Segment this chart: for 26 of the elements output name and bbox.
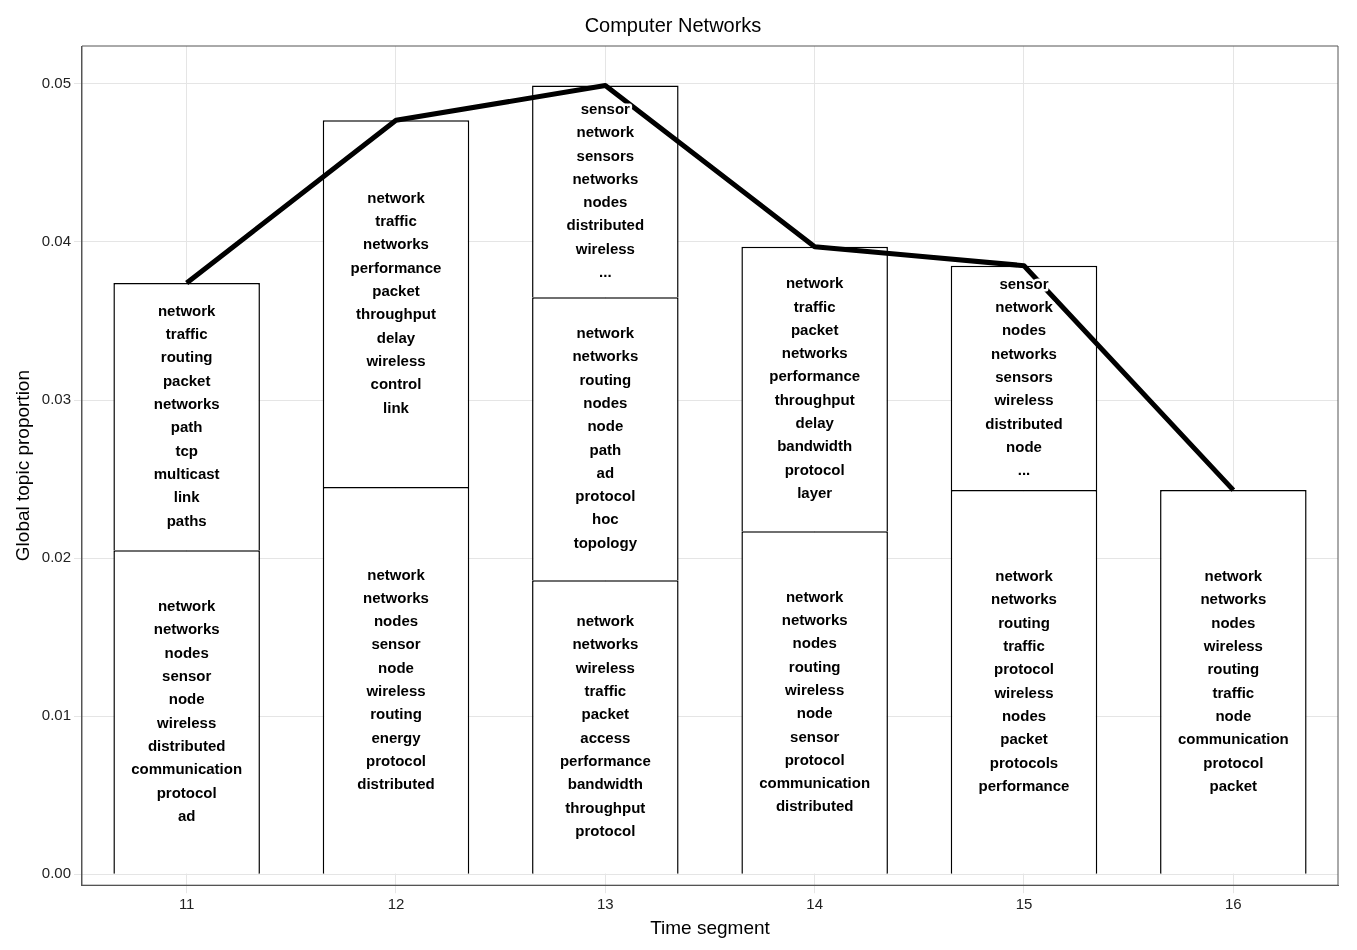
y-tick-label: 0.00	[41, 864, 71, 882]
text: network traffic packet networks performance throughput delay bandwidth protocol layer	[769, 274, 861, 501]
y-tick-label: 0.01	[41, 706, 71, 724]
y-tick-label: 0.04	[41, 232, 71, 250]
y-tick-label: 0.03	[41, 390, 71, 408]
text: network networks nodes sensor node wireless distributed communication protocol ad	[131, 597, 243, 824]
x-tick-label: 15	[1015, 895, 1033, 913]
text: network networks wireless traffic packet access performance bandwidth throughput protocol	[559, 612, 651, 839]
y-tick-label: 0.02	[41, 548, 71, 566]
text: network networks routing traffic protocol wireless nodes packet protocols performance	[978, 567, 1070, 794]
text: network networks nodes sensor node wireless routing energy protocol distributed	[357, 565, 435, 793]
x-tick-label: 14	[806, 895, 824, 913]
x-tick-label: 13	[596, 895, 614, 913]
text: network networks nodes wireless routing traffic node communication protocol packet	[1177, 567, 1289, 794]
x-tick-label: 11	[178, 895, 195, 913]
x-tick-label: 16	[1224, 895, 1242, 913]
text: network networks routing nodes node path ad protocol hoc topology	[572, 324, 639, 551]
data-label: sensor network sensors networks nodes distributed wireless ...	[566, 99, 645, 281]
y-tick-label: 0.05	[41, 74, 71, 92]
x-tick-label: 12	[387, 895, 405, 913]
text: network traffic routing packet networks path tcp multicast link paths	[153, 301, 220, 529]
x-axis-title: Time segment	[650, 916, 771, 938]
text: network traffic networks performance packet throughput delay wireless control link	[350, 188, 442, 416]
text: network networks nodes routing wireless node sensor protocol communication distributed	[759, 587, 871, 815]
chart-title: Computer Networks	[584, 13, 762, 36]
y-axis-title: Global topic proportion	[11, 370, 33, 562]
